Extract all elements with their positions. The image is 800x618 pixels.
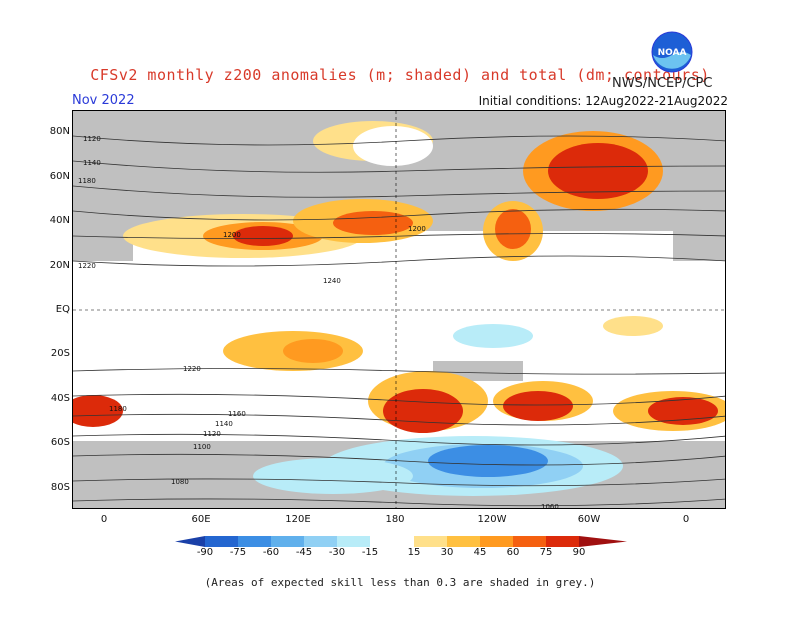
colorbar-arrow-right: [579, 536, 627, 547]
contour-label: 1080: [171, 478, 189, 486]
colorbar-bin: [337, 536, 370, 547]
skill-footnote: (Areas of expected skill less than 0.3 a…: [204, 576, 596, 589]
colorbar-label: 45: [473, 547, 487, 558]
colorbar-bin: [271, 536, 304, 547]
colorbar-bin: [447, 536, 480, 547]
chart-title: CFSv2 monthly z200 anomalies (m; shaded)…: [90, 66, 710, 84]
colorbar-label: -45: [295, 547, 313, 558]
colorbar-arrow-left: [175, 536, 205, 547]
contour-label: 1140: [83, 159, 101, 167]
negative-anomaly-regions: [253, 126, 623, 496]
lat-label-80s: 80S: [50, 482, 70, 493]
lat-label-60s: 60S: [50, 437, 70, 448]
contour-label: 1060: [541, 503, 559, 509]
anomaly-map: 1120 1140 1180 1200 1220 1240 1200 1220 …: [72, 110, 726, 509]
lon-label-60w: 60W: [577, 514, 601, 525]
colorbar-label: 75: [539, 547, 553, 558]
noaa-logo-icon: NOAA: [651, 31, 693, 73]
lat-label-60n: 60N: [49, 171, 70, 182]
lon-label-0-east: 0: [682, 514, 690, 525]
colorbar-label: -15: [361, 547, 379, 558]
colorbar-label: 60: [506, 547, 520, 558]
lon-label-120w: 120W: [477, 514, 507, 525]
contour-label: 1140: [215, 420, 233, 428]
colorbar-label: -30: [328, 547, 346, 558]
colorbar-bin: [546, 536, 579, 547]
contour-label: 1200: [408, 225, 426, 233]
initial-conditions: Initial conditions: 12Aug2022-21Aug2022: [478, 94, 728, 108]
lon-label-60e: 60E: [191, 514, 211, 525]
colorbar-label: -75: [229, 547, 247, 558]
colorbar-bin: [513, 536, 546, 547]
lat-label-eq: EQ: [55, 304, 70, 315]
colorbar-bin: [304, 536, 337, 547]
lat-label-20s: 20S: [50, 348, 70, 359]
colorbar-bin: [414, 536, 447, 547]
colorbar-label: 90: [572, 547, 586, 558]
colorbar-label: 15: [407, 547, 421, 558]
lat-label-40s: 40S: [50, 393, 70, 404]
colorbar: [175, 536, 627, 547]
colorbar-bin: [480, 536, 513, 547]
contour-label: 1240: [323, 277, 341, 285]
contour-label: 1220: [78, 262, 96, 270]
lon-label-120e: 120E: [285, 514, 311, 525]
colorbar-label: -90: [196, 547, 214, 558]
agency-label: NWS/NCEP/CPC: [612, 76, 713, 91]
lat-label-40n: 40N: [49, 215, 70, 226]
lon-label-180: 180: [385, 514, 405, 525]
contour-label: 1200: [223, 231, 241, 239]
noaa-logo-text: NOAA: [658, 48, 687, 58]
grid-lines: [73, 111, 725, 508]
colorbar-bin: [370, 536, 414, 547]
colorbar-label: 30: [440, 547, 454, 558]
lat-label-80n: 80N: [49, 126, 70, 137]
contour-label: 1120: [83, 135, 101, 143]
lon-label-0: 0: [100, 514, 108, 525]
contour-label: 1220: [183, 365, 201, 373]
lat-label-20n: 20N: [49, 260, 70, 271]
colorbar-bin: [238, 536, 271, 547]
colorbar-bin: [205, 536, 238, 547]
contour-label: 1180: [78, 177, 96, 185]
contour-label: 1120: [203, 430, 221, 438]
contour-label: 1160: [228, 410, 246, 418]
contour-labels: 1120 1140 1180 1200 1220 1240 1200 1220 …: [78, 135, 559, 509]
height-contours: [73, 135, 725, 507]
contour-label: 1100: [193, 443, 211, 451]
contour-label: 1180: [109, 405, 127, 413]
colorbar-label: -60: [262, 547, 280, 558]
forecast-month: Nov 2022: [72, 93, 135, 108]
